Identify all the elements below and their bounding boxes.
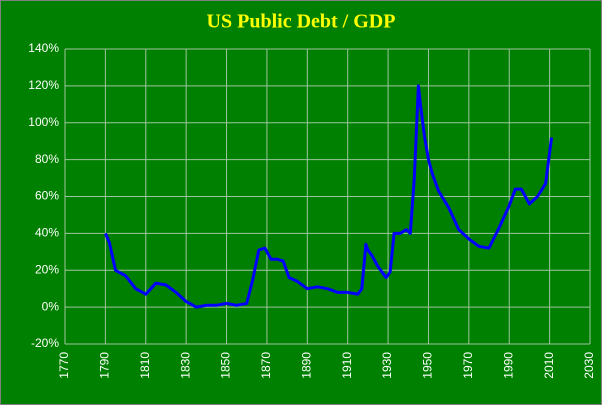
data-line xyxy=(104,84,554,309)
y-tick-label: 100% xyxy=(28,115,59,129)
y-tick-label: 80% xyxy=(35,152,59,166)
y-tick-label: 40% xyxy=(35,226,59,240)
y-tick-label: 0% xyxy=(42,299,60,313)
y-tick-label: 60% xyxy=(35,189,59,203)
x-tick-label: 1990 xyxy=(501,352,515,379)
x-tick-label: 1830 xyxy=(178,352,192,379)
y-tick-label: -20% xyxy=(31,336,59,350)
y-tick-label: 20% xyxy=(35,262,59,276)
x-tick-label: 1890 xyxy=(299,352,313,379)
x-tick-label: 1790 xyxy=(98,352,112,379)
x-tick-label: 2010 xyxy=(542,352,556,379)
y-tick-label: 140% xyxy=(28,41,59,55)
x-tick-label: 1970 xyxy=(461,352,475,379)
x-tick-label: 1950 xyxy=(421,352,435,379)
x-tick-label: 1870 xyxy=(259,352,273,379)
x-tick-label: 2030 xyxy=(582,352,596,379)
x-tick-label: 1850 xyxy=(219,352,233,379)
x-tick-label: 1770 xyxy=(57,352,71,379)
x-tick-label: 1910 xyxy=(340,352,354,379)
x-tick-label: 1810 xyxy=(138,352,152,379)
y-tick-label: 120% xyxy=(28,78,59,92)
x-tick-label: 1930 xyxy=(380,352,394,379)
chart-title: US Public Debt / GDP xyxy=(207,11,396,33)
